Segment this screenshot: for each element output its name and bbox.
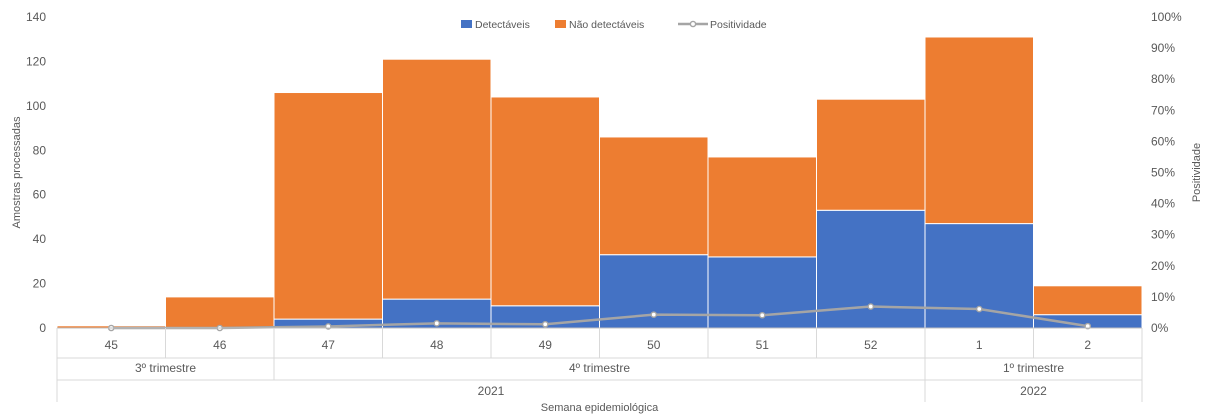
axes-layer: 0 20 40 60 80 100 120 140 0% 10% 20% 30% 40% 50% 60% 70…: [11, 10, 1203, 414]
x-tick-label-51: 51: [756, 338, 770, 352]
year-label: 2021: [478, 384, 505, 398]
bars-layer: [56, 36, 1143, 329]
positivity-point-51: [758, 311, 766, 319]
y2-tick-label: 20%: [1151, 259, 1175, 273]
x-tick-label-50: 50: [647, 338, 661, 352]
x-tick-label-2: 2: [1084, 338, 1091, 352]
bar-nao-detectaveis-48: [382, 58, 492, 300]
legend-positividade-label: Positividade: [710, 19, 767, 31]
y-tick-label: 120: [26, 54, 46, 68]
legend: Detectáveis Não detectáveis Positividade: [461, 19, 767, 31]
y2-tick-label: 70%: [1151, 103, 1175, 117]
y2-tick-label: 50%: [1151, 166, 1175, 180]
x-tick-label-1: 1: [976, 338, 983, 352]
bar-nao-detectaveis-49: [490, 96, 600, 307]
x-tick-label-49: 49: [539, 338, 553, 352]
quarter-label: 1º trimestre: [1003, 361, 1064, 375]
positivity-point-2: [1084, 322, 1092, 330]
legend-nao-detectaveis-label: Não detectáveis: [569, 19, 644, 31]
y-tick-label: 40: [33, 232, 47, 246]
y-tick-label: 60: [33, 188, 47, 202]
y2-tick-label: 40%: [1151, 197, 1175, 211]
y2-tick-label: 60%: [1151, 134, 1175, 148]
bar-nao-detectaveis-51: [707, 156, 817, 258]
quarter-label: 4º trimestre: [569, 361, 630, 375]
x-tick-label-48: 48: [430, 338, 444, 352]
bar-nao-detectaveis-46: [165, 296, 275, 329]
legend-nao-detectaveis-swatch: [555, 20, 566, 28]
positivity-point-52: [867, 303, 875, 310]
y2-tick-label: 30%: [1151, 228, 1175, 242]
y2-tick-label: 100%: [1151, 10, 1182, 24]
y-tick-label: 80: [33, 143, 47, 157]
quarter-label: 3º trimestre: [135, 361, 196, 375]
legend-detectaveis-label: Detectáveis: [475, 19, 530, 31]
bar-nao-detectaveis-50: [599, 136, 709, 256]
positivity-line-layer: [107, 303, 1092, 332]
bar-nao-detectaveis-47: [273, 92, 383, 320]
bar-nao-detectaveis-2: [1033, 285, 1143, 316]
y2-tick-label: 90%: [1151, 41, 1175, 55]
legend-positividade-marker: [689, 20, 697, 28]
positivity-line: [111, 305, 1088, 330]
y-axis-title: Amostras processadas: [11, 116, 23, 228]
y-tick-label: 0: [39, 321, 46, 335]
y-tick-label: 100: [26, 99, 46, 113]
x-tick-label-46: 46: [213, 338, 227, 352]
positivity-point-48: [433, 320, 441, 327]
positivity-point-1: [975, 305, 983, 313]
positivity-point-49: [541, 320, 549, 328]
x-tick-label-45: 45: [105, 338, 119, 352]
y2-tick-label: 10%: [1151, 290, 1175, 304]
y-tick-label: 140: [26, 10, 46, 24]
y2-axis-title: Positividade: [1191, 143, 1203, 202]
x-tick-label-47: 47: [322, 338, 336, 352]
bar-nao-detectaveis-52: [816, 98, 926, 211]
bar-detectaveis-1: [924, 223, 1034, 329]
year-label: 2022: [1020, 384, 1047, 398]
bar-nao-detectaveis-1: [924, 36, 1034, 225]
legend-detectaveis-swatch: [461, 20, 472, 28]
x-tick-label-52: 52: [864, 338, 878, 352]
x-axis-title: Semana epidemiológica: [541, 402, 659, 414]
y2-tick-label: 80%: [1151, 72, 1175, 86]
y-tick-label: 20: [33, 277, 47, 291]
positivity-point-50: [650, 311, 658, 318]
y2-tick-label: 0%: [1151, 321, 1169, 335]
